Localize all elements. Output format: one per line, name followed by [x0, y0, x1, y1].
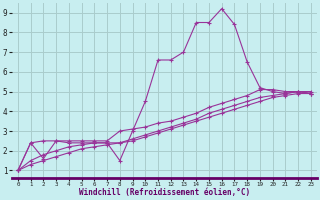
- X-axis label: Windchill (Refroidissement éolien,°C): Windchill (Refroidissement éolien,°C): [79, 188, 250, 197]
